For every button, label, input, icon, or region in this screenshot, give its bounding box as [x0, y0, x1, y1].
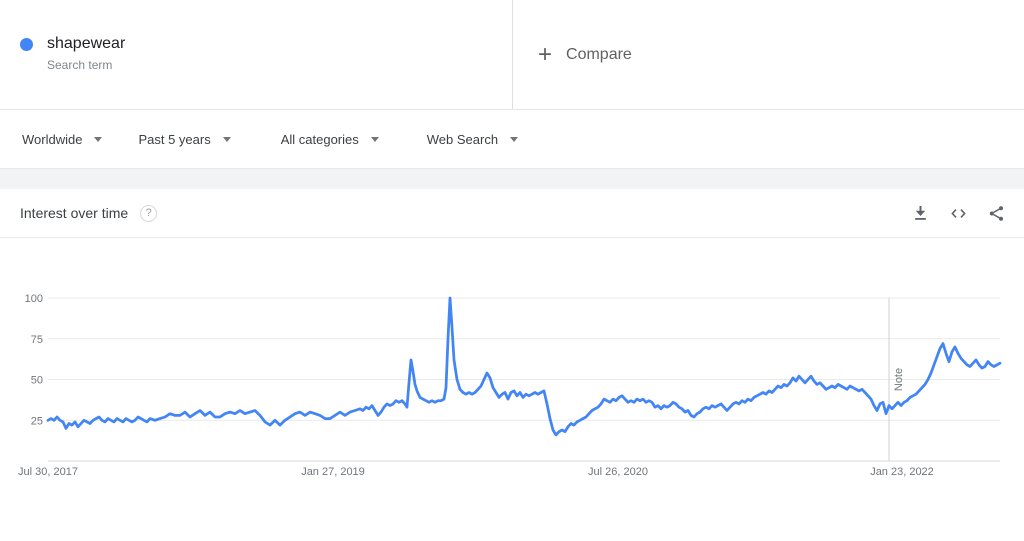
- filter-time-dropdown[interactable]: Past 5 years: [138, 131, 231, 147]
- caret-down-icon: [510, 136, 519, 142]
- filter-region-label: Worldwide: [22, 131, 83, 147]
- search-term-text: shapewear Search term: [47, 34, 125, 72]
- search-term-subtitle: Search term: [47, 58, 113, 72]
- caret-down-icon: [222, 136, 231, 142]
- filter-category-dropdown[interactable]: All categories: [281, 132, 379, 147]
- y-axis-tick-label: 75: [31, 334, 43, 346]
- caret-down-icon: [94, 136, 103, 142]
- filter-search-type-dropdown[interactable]: Web Search: [426, 131, 519, 147]
- compare-add-button[interactable]: + Compare: [513, 0, 1024, 109]
- chart-action-icons: [912, 205, 1005, 222]
- section-divider-gap: [0, 169, 1024, 189]
- search-term-card[interactable]: shapewear Search term: [0, 0, 513, 109]
- x-axis-tick-label: Jul 26, 2020: [588, 466, 648, 478]
- interest-over-time-card: Interest over time ? 100 75 50 25 Note Jul 3: [0, 189, 1024, 539]
- note-label: Note: [893, 368, 905, 391]
- filter-search-type-label: Web Search: [426, 131, 499, 147]
- filter-time-label: Past 5 years: [138, 131, 211, 147]
- chart-title: Interest over time: [20, 205, 129, 221]
- filter-region-dropdown[interactable]: Worldwide: [22, 131, 103, 147]
- filter-bar: Worldwide Past 5 years All categories We…: [0, 110, 1024, 169]
- y-axis-tick-label: 50: [31, 375, 43, 387]
- y-axis-tick-label: 25: [31, 415, 43, 427]
- chart-header: Interest over time ?: [0, 189, 1024, 238]
- filter-category-label: All categories: [280, 131, 359, 147]
- trend-plot-svg[interactable]: 100 75 50 25 Note Jul 30, 2017 Jan 27, 2019 Jul…: [0, 238, 1024, 539]
- share-icon[interactable]: [988, 205, 1005, 222]
- plus-icon: +: [538, 40, 553, 68]
- x-axis-tick-label: Jan 27, 2019: [301, 466, 365, 478]
- x-axis-tick-label: Jan 23, 2022: [870, 466, 934, 478]
- series-color-dot-icon: [20, 38, 33, 51]
- search-term-title: shapewear: [47, 35, 126, 52]
- compare-label: Compare: [566, 45, 632, 63]
- query-header: shapewear Search term + Compare: [0, 0, 1024, 110]
- interest-over-time-chart[interactable]: 100 75 50 25 Note Jul 30, 2017 Jan 27, 2019 Jul…: [0, 238, 1024, 539]
- x-axis-tick-label: Jul 30, 2017: [18, 466, 78, 478]
- download-icon[interactable]: [912, 205, 929, 222]
- embed-icon[interactable]: [950, 205, 967, 222]
- y-axis-tick-label: 100: [25, 293, 43, 305]
- help-icon[interactable]: ?: [140, 204, 158, 222]
- caret-down-icon: [370, 136, 379, 142]
- trend-line-shapewear[interactable]: [46, 296, 1002, 437]
